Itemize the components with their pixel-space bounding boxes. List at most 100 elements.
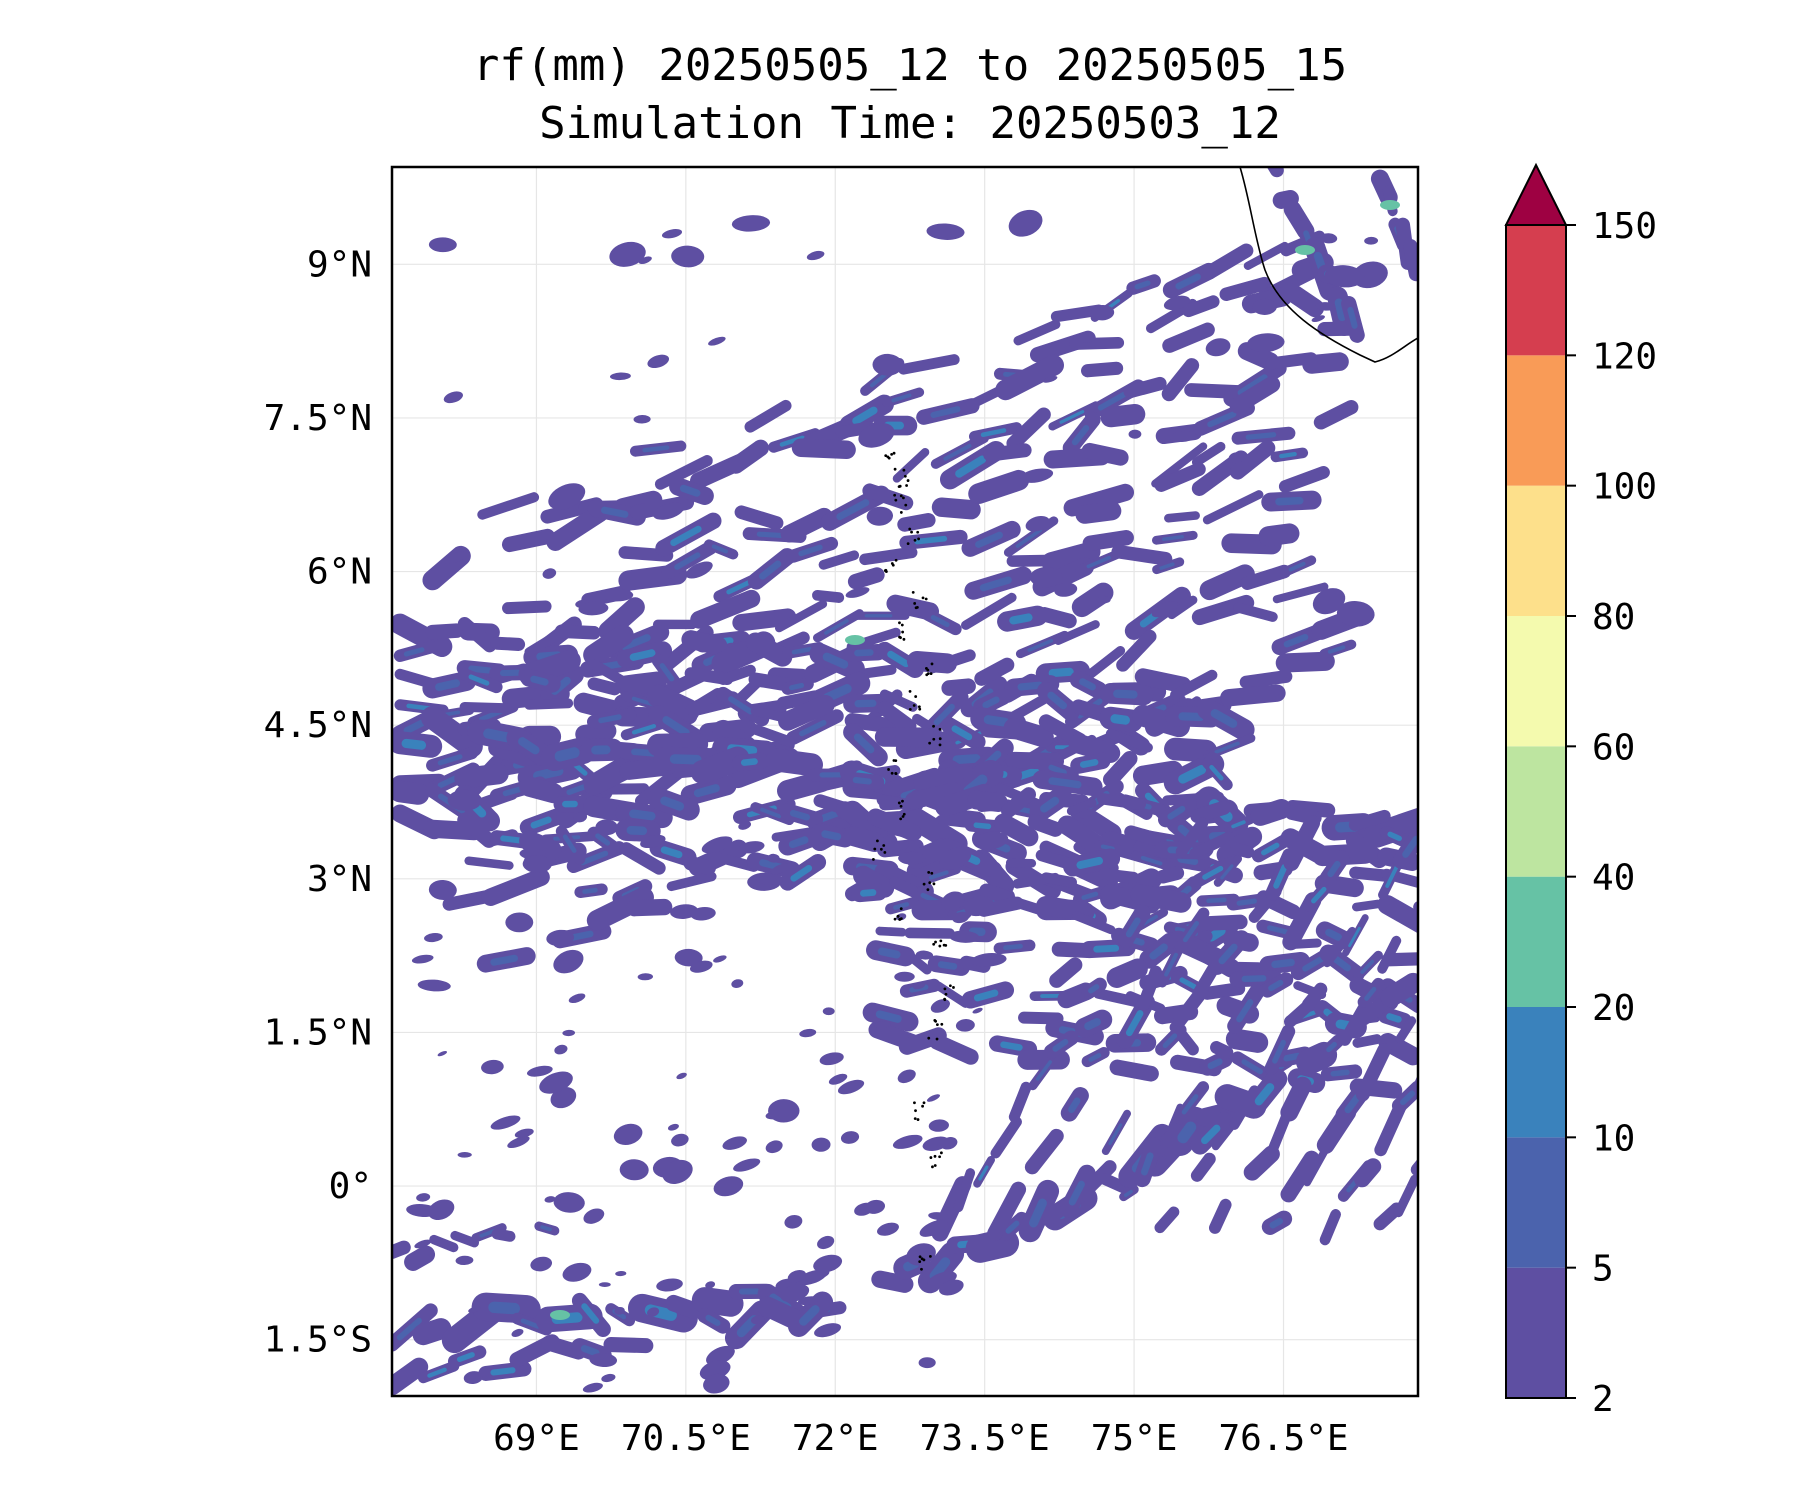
- rain-core: [1283, 1052, 1302, 1062]
- atoll-dot: [943, 998, 947, 1002]
- rain-cell: [598, 1282, 611, 1287]
- rain-core: [789, 682, 805, 691]
- rain-peak: [1380, 200, 1400, 210]
- rain-core: [1161, 535, 1184, 542]
- atoll-dot: [933, 1154, 937, 1158]
- rain-core: [1254, 1083, 1275, 1106]
- rain-cell: [755, 873, 784, 885]
- latitude-labels: 9°N 7.5°N 6°N 4.5°N 3°N 1.5°N 0° 1.5°S: [264, 244, 372, 1360]
- rain-band: [912, 713, 942, 737]
- rain-band: [1272, 582, 1329, 604]
- rain-band: [1037, 607, 1077, 629]
- rain-band: [683, 855, 716, 876]
- rain-cell: [582, 1382, 603, 1393]
- atoll-dot: [932, 724, 935, 728]
- rain-core: [662, 716, 690, 737]
- rain-cell: [583, 1208, 605, 1224]
- rain-band: [1436, 1035, 1455, 1069]
- rain-cell: [780, 1284, 810, 1303]
- rain-core: [983, 715, 1010, 727]
- rain-band: [776, 770, 832, 802]
- rain-cell: [411, 954, 434, 964]
- rain-band: [425, 623, 464, 640]
- rain-band: [879, 689, 918, 712]
- rain-cell: [787, 1270, 807, 1283]
- rain-band: [1373, 1202, 1404, 1231]
- rain-core: [952, 754, 981, 765]
- atoll-dot: [908, 707, 912, 711]
- rain-cell: [1163, 295, 1191, 311]
- rain-cell: [1042, 375, 1058, 383]
- rain-band: [732, 608, 797, 632]
- rain-band: [573, 692, 622, 720]
- rain-cell: [866, 506, 894, 526]
- rain-band: [1220, 684, 1286, 707]
- rain-band: [1283, 283, 1325, 318]
- rain-core: [629, 809, 656, 821]
- rain-band: [619, 842, 666, 875]
- atoll-dot: [911, 591, 915, 594]
- rain-cell: [828, 1073, 848, 1085]
- atoll-dot: [917, 705, 921, 709]
- rain-cell: [667, 1123, 679, 1131]
- rain-core: [930, 614, 950, 628]
- rain-cell: [919, 1219, 948, 1237]
- rain-band: [892, 447, 930, 483]
- rain-band: [1192, 963, 1219, 1000]
- rain-core: [1125, 917, 1141, 938]
- rain-band: [1006, 407, 1051, 451]
- india-coastline: [1239, 167, 1418, 363]
- rain-core: [579, 850, 609, 866]
- rain-band: [1116, 629, 1157, 672]
- atoll-dot: [922, 882, 926, 886]
- rain-cell: [609, 241, 646, 267]
- rain-band: [613, 490, 663, 517]
- rain-band: [519, 776, 564, 804]
- lat-tick-label: 0°: [329, 1166, 372, 1207]
- atoll-dot: [910, 530, 913, 534]
- rain-core: [1272, 1039, 1287, 1064]
- atoll-dot: [871, 857, 875, 861]
- colorbar-label: 20: [1592, 988, 1635, 1029]
- rain-band: [987, 1181, 1027, 1241]
- atoll-dot: [899, 907, 903, 911]
- rain-cell: [553, 949, 584, 974]
- rain-cell: [1025, 515, 1050, 532]
- atoll-dot: [918, 1255, 922, 1259]
- rain-cell: [1320, 233, 1338, 244]
- rain-core: [1047, 691, 1068, 710]
- colorbar-label: 40: [1592, 858, 1635, 899]
- rain-band: [1202, 243, 1254, 280]
- rain-cell: [553, 1192, 585, 1213]
- rain-cell: [690, 906, 716, 921]
- rain-core: [1110, 714, 1130, 725]
- rain-cell: [573, 812, 588, 823]
- rain-core: [1003, 943, 1023, 951]
- colorbar-label: 100: [1592, 467, 1657, 508]
- atoll-dot: [893, 917, 897, 921]
- rain-core: [759, 560, 782, 580]
- rain-core: [1275, 496, 1304, 506]
- rain-core: [1210, 709, 1238, 728]
- rain-band: [1154, 462, 1206, 492]
- atoll-dot: [918, 707, 922, 711]
- lon-tick-label: 76.5°E: [1219, 1418, 1349, 1459]
- rain-band: [905, 782, 963, 810]
- rain-band: [1191, 450, 1249, 496]
- rain-band: [1210, 1041, 1234, 1059]
- rain-band: [603, 1337, 654, 1354]
- rain-cell: [638, 256, 652, 265]
- rain-band: [1313, 400, 1359, 430]
- atoll-dot: [952, 986, 955, 989]
- rain-core: [1477, 1066, 1486, 1088]
- rain-band: [1356, 996, 1391, 1026]
- colorbar-label: 150: [1592, 206, 1657, 247]
- rain-peak: [845, 635, 865, 645]
- rain-band: [1345, 832, 1388, 869]
- rain-core: [1059, 410, 1085, 424]
- rain-core: [875, 1010, 902, 1023]
- rain-band: [901, 948, 932, 975]
- rain-band: [844, 713, 904, 735]
- rain-band: [1283, 815, 1321, 871]
- rain-band: [791, 438, 856, 460]
